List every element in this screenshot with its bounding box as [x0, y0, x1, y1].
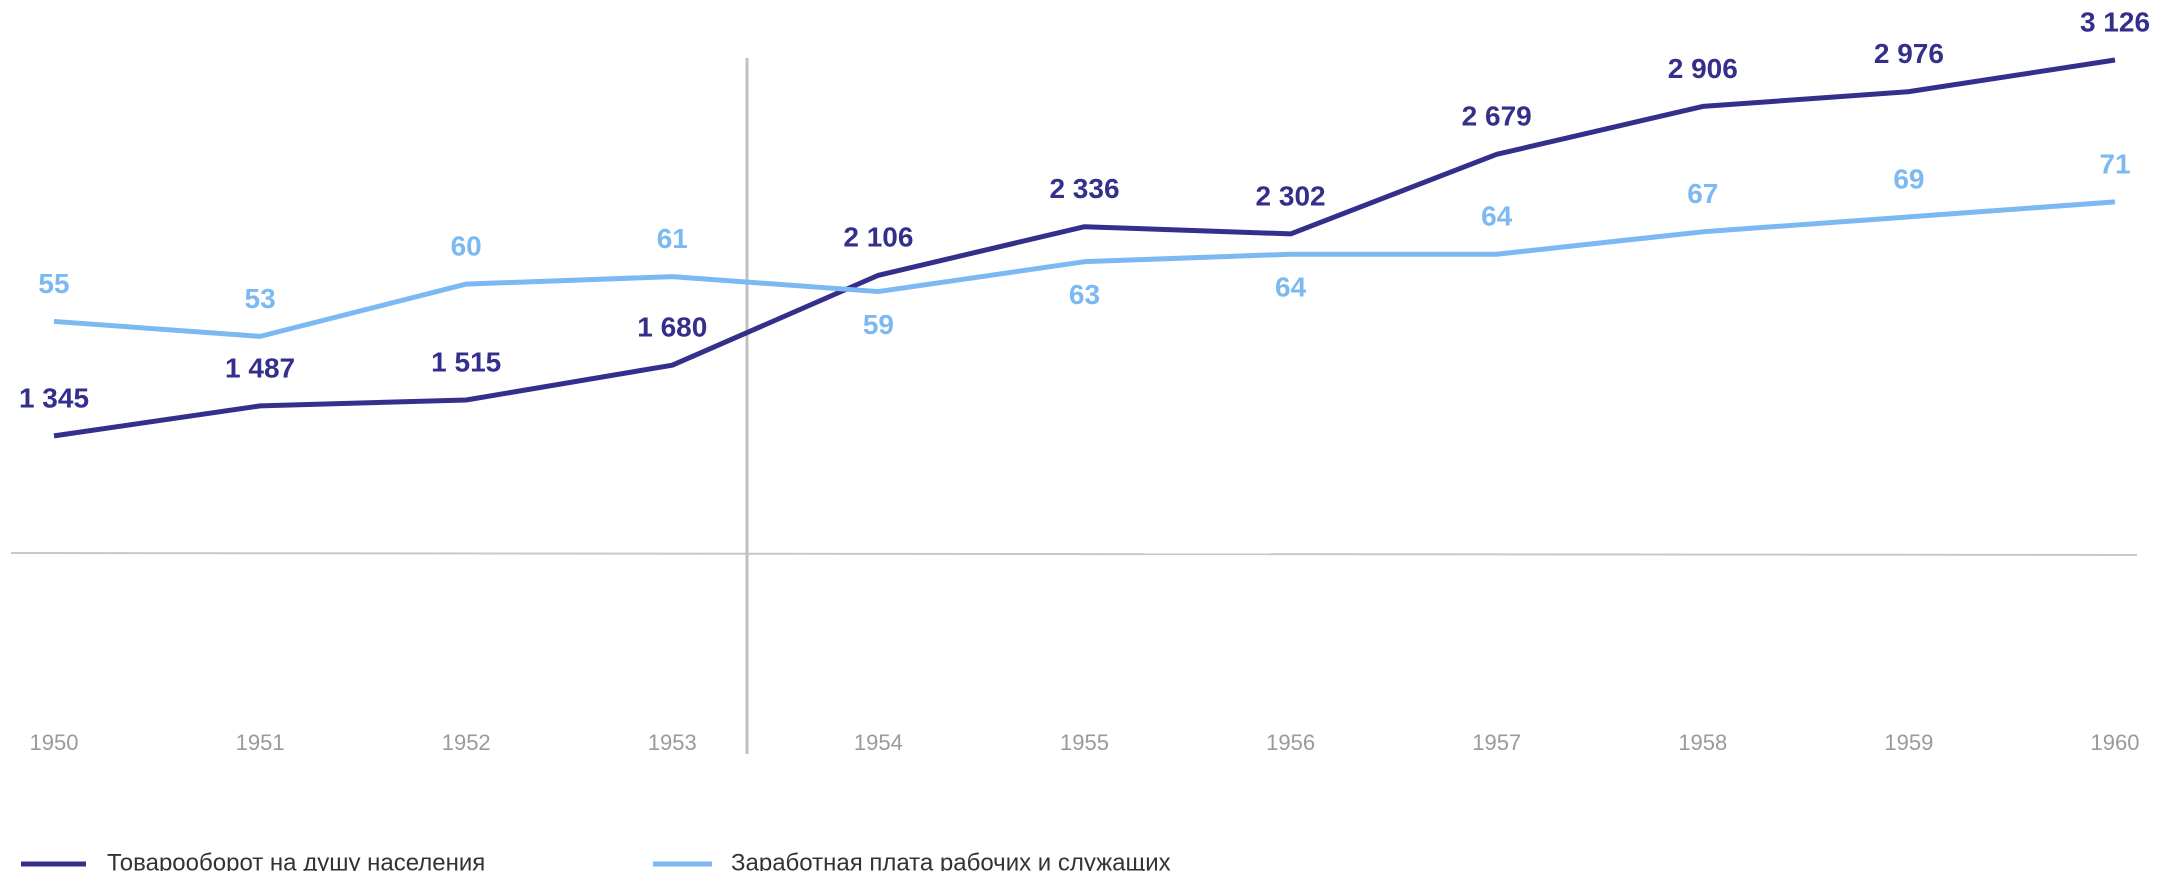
legend-label: Заработная плата рабочих и служащих — [731, 849, 1171, 871]
data-label: 69 — [1893, 163, 1924, 194]
x-tick-label: 1953 — [648, 730, 697, 755]
data-label: 64 — [1481, 201, 1513, 232]
x-tick-label: 1960 — [2091, 730, 2140, 755]
data-label: 60 — [451, 230, 482, 261]
x-tick-label: 1951 — [236, 730, 285, 755]
data-label: 1 515 — [431, 346, 501, 377]
data-label: 3 126 — [2080, 6, 2150, 37]
data-label: 1 345 — [19, 382, 89, 413]
data-label: 1 487 — [225, 352, 295, 383]
data-label: 63 — [1069, 279, 1100, 310]
data-label: 1 680 — [637, 312, 707, 343]
x-tick-label: 1959 — [1884, 730, 1933, 755]
data-label: 2 679 — [1462, 101, 1532, 132]
data-label: 61 — [657, 223, 688, 254]
x-tick-label: 1957 — [1472, 730, 1521, 755]
data-label: 71 — [2099, 148, 2130, 179]
data-label: 55 — [38, 268, 69, 299]
data-label: 2 336 — [1049, 173, 1119, 204]
x-tick-label: 1954 — [854, 730, 903, 755]
x-tick-label: 1955 — [1060, 730, 1109, 755]
x-tick-label: 1952 — [442, 730, 491, 755]
data-label: 67 — [1687, 178, 1718, 209]
legend-label: Товарооборот на душу населения — [107, 849, 485, 871]
data-label: 53 — [245, 283, 276, 314]
baseline — [10, 552, 2138, 556]
x-tick-label: 1958 — [1678, 730, 1727, 755]
series-line — [53, 199, 2116, 339]
data-label: 2 976 — [1874, 38, 1944, 69]
data-label: 59 — [863, 309, 894, 340]
x-tick-label: 1950 — [30, 730, 79, 755]
data-label: 2 302 — [1256, 180, 1326, 211]
x-tick-label: 1956 — [1266, 730, 1315, 755]
data-label: 64 — [1275, 272, 1307, 303]
series-line — [53, 57, 2116, 439]
data-label: 2 906 — [1668, 53, 1738, 84]
data-label: 2 106 — [843, 222, 913, 253]
